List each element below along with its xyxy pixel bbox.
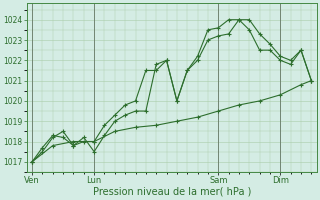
X-axis label: Pression niveau de la mer( hPa ): Pression niveau de la mer( hPa ): [92, 187, 251, 197]
